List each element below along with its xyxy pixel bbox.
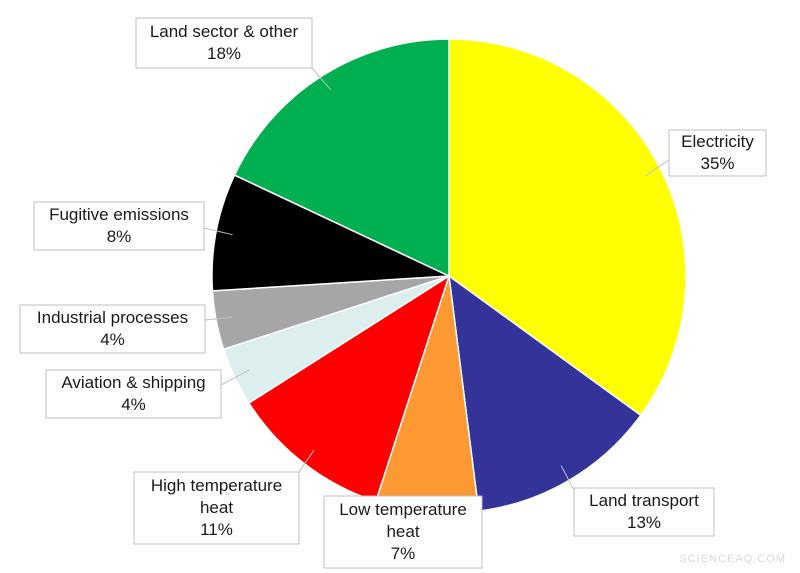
callout-box-electricity <box>668 129 767 177</box>
callout-leader-high-temperature-heat <box>298 449 315 473</box>
callout-box-industrial-processes <box>19 304 206 354</box>
data-label-low-temperature-heat: 7% <box>391 544 416 563</box>
callout-box-land-transport <box>573 487 715 537</box>
slice-label-aviation-and-shipping: Aviation & shipping <box>61 373 205 392</box>
slice-label-low-temperature-heat: Low temperature <box>339 500 467 519</box>
callout-box-land-sector-and-other <box>135 17 313 69</box>
data-label-fugitive-emissions: 8% <box>107 227 132 246</box>
callout-leader-land-transport <box>560 465 575 491</box>
pie-slice-land-transport <box>448 274 642 512</box>
data-label-land-transport: 13% <box>627 513 661 532</box>
slice-label-electricity: Electricity <box>681 132 754 151</box>
pie-slice-fugitive-emissions <box>211 174 450 292</box>
slice-label-high-temperature-heat: heat <box>200 498 233 517</box>
slice-label-land-transport: Land transport <box>589 491 699 510</box>
slice-label-land-sector-and-other: Land sector & other <box>150 22 299 41</box>
data-label-industrial-processes: 4% <box>100 330 125 349</box>
callout-leader-aviation-and-shipping <box>220 369 250 386</box>
data-label-high-temperature-heat: 11% <box>200 520 233 539</box>
callout-leader-electricity <box>645 159 670 177</box>
slice-label-low-temperature-heat: heat <box>386 522 419 541</box>
callout-box-aviation-and-shipping <box>45 369 222 419</box>
watermark: SCIENCEAQ.COM <box>679 553 786 565</box>
callout-box-fugitive-emissions <box>33 201 205 251</box>
data-label-electricity: 35% <box>700 154 734 173</box>
pie-slice-land-sector-and-other <box>233 38 450 278</box>
callout-box-low-temperature-heat <box>323 495 483 569</box>
callout-box-high-temperature-heat <box>133 471 300 545</box>
pie-slices <box>211 38 687 514</box>
callout-leader-industrial-processes <box>204 316 233 321</box>
slice-label-high-temperature-heat: High temperature <box>151 476 282 495</box>
data-label-land-sector-and-other: 18% <box>207 44 241 63</box>
callout-leader-land-sector-and-other <box>311 67 332 91</box>
slice-label-industrial-processes: Industrial processes <box>37 308 188 327</box>
pie-callouts: Electricity 35% Land transport 13% Low tempe… <box>19 17 767 569</box>
data-label-aviation-and-shipping: 4% <box>121 395 146 414</box>
pie-slice-electricity <box>448 38 687 417</box>
slice-label-fugitive-emissions: Fugitive emissions <box>49 205 189 224</box>
callout-leader-fugitive-emissions <box>203 227 233 236</box>
